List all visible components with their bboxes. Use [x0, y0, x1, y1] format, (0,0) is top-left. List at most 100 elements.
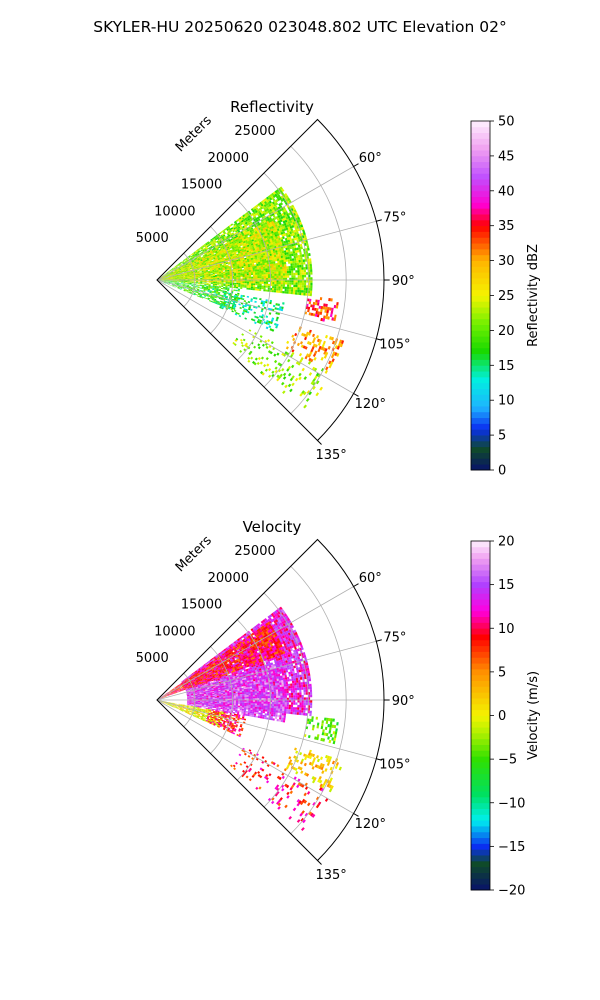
echo-gate	[275, 215, 279, 219]
echo-gate	[265, 315, 269, 318]
echo-gate	[263, 266, 266, 269]
echo-gate	[309, 298, 312, 302]
colorbar-band	[471, 435, 490, 442]
range-tick-label: 5000	[136, 231, 169, 246]
echo-gate	[278, 227, 282, 231]
colorbar-tick-label: 5	[498, 429, 506, 444]
colorbar-band	[471, 132, 490, 139]
echo-gate	[278, 288, 281, 291]
colorbar-band	[471, 382, 490, 389]
echo-gate	[309, 293, 312, 297]
echo-gate	[260, 300, 264, 303]
echo-gate	[297, 275, 300, 278]
echo-gate	[168, 271, 171, 273]
echo-gate	[263, 283, 266, 286]
echo-gate	[159, 278, 162, 279]
echo-gate	[238, 284, 241, 286]
echo-gate	[193, 251, 196, 254]
colorbar-band	[471, 126, 490, 134]
echo-gate	[242, 270, 245, 273]
echo-gate	[252, 286, 256, 289]
echo-gate	[240, 281, 243, 283]
colorbar-tick-label: 35	[498, 219, 515, 234]
echo-gate	[282, 231, 286, 234]
echo-gate	[164, 273, 167, 275]
echo-gate	[161, 275, 163, 278]
echo-gate	[202, 245, 205, 248]
echo-gate	[220, 242, 223, 245]
echo-gate	[248, 288, 251, 290]
echo-gate	[267, 209, 271, 213]
echo-gate	[212, 241, 215, 244]
colorbar-band	[471, 342, 490, 349]
echo-gate	[185, 259, 188, 261]
echo-gate	[217, 276, 220, 278]
echo-gate	[264, 368, 268, 372]
echo-gate	[278, 275, 281, 278]
echo-gate	[182, 266, 185, 268]
echo-gate	[255, 281, 258, 284]
echo-gate	[192, 254, 195, 256]
echo-gate	[274, 271, 277, 274]
echo-gate	[197, 295, 200, 297]
echo-gate	[317, 342, 321, 346]
echo-gate	[205, 247, 209, 250]
echo-gate	[185, 263, 188, 265]
echo-gate	[288, 286, 292, 290]
echo-gate	[246, 286, 249, 288]
echo-gate	[238, 217, 242, 220]
echo-gate	[236, 284, 239, 286]
echo-gate	[226, 246, 230, 249]
azimuth-tick-label: 105°	[379, 338, 410, 353]
echo-gate	[300, 224, 304, 228]
colorbar-band	[471, 138, 490, 145]
echo-gate	[293, 275, 296, 278]
echo-gate	[243, 267, 247, 270]
colorbar-band	[471, 446, 490, 453]
echo-gate	[282, 264, 285, 267]
echo-gate	[176, 264, 179, 267]
echo-gate	[178, 267, 181, 269]
colorbar-band	[471, 179, 490, 186]
echo-gate	[242, 272, 245, 274]
echo-gate	[215, 238, 218, 241]
echo-gate	[176, 273, 179, 275]
echo-gate	[261, 270, 264, 273]
echo-gate	[320, 308, 323, 313]
echo-gate	[241, 266, 244, 269]
echo-gate	[241, 232, 244, 235]
echo-gate	[234, 254, 237, 257]
echo-gate	[246, 267, 249, 269]
echo-gate	[159, 276, 162, 279]
colorbar-tick-label: 15	[498, 359, 515, 374]
echo-gate	[257, 272, 260, 275]
echo-gate	[271, 201, 275, 205]
echo-gate	[251, 283, 254, 285]
echo-gate	[231, 310, 234, 313]
echo-gate	[289, 388, 293, 393]
echo-gate	[212, 282, 216, 283]
echo-gate	[235, 226, 238, 229]
range-tick-label: 25000	[234, 124, 275, 139]
echo-gate	[235, 265, 238, 268]
echo-gate	[191, 260, 194, 262]
echo-gate	[225, 277, 228, 279]
echo-gate	[279, 219, 283, 223]
echo-gate	[274, 282, 277, 285]
echo-gate	[214, 244, 217, 247]
echo-gate	[243, 220, 247, 223]
echo-gate	[282, 302, 285, 305]
echo-gate	[188, 263, 191, 266]
azimuth-tick	[376, 219, 382, 222]
echo-gate	[229, 282, 232, 284]
echo-gate	[220, 231, 223, 234]
echo-gate	[209, 260, 212, 262]
echo-gate	[285, 227, 289, 231]
echo-gate	[238, 282, 241, 285]
echo-gate	[235, 227, 239, 231]
echo-gate	[285, 221, 289, 225]
echo-gate	[278, 286, 281, 289]
echo-gate	[185, 281, 188, 282]
echo-gate	[271, 207, 274, 211]
